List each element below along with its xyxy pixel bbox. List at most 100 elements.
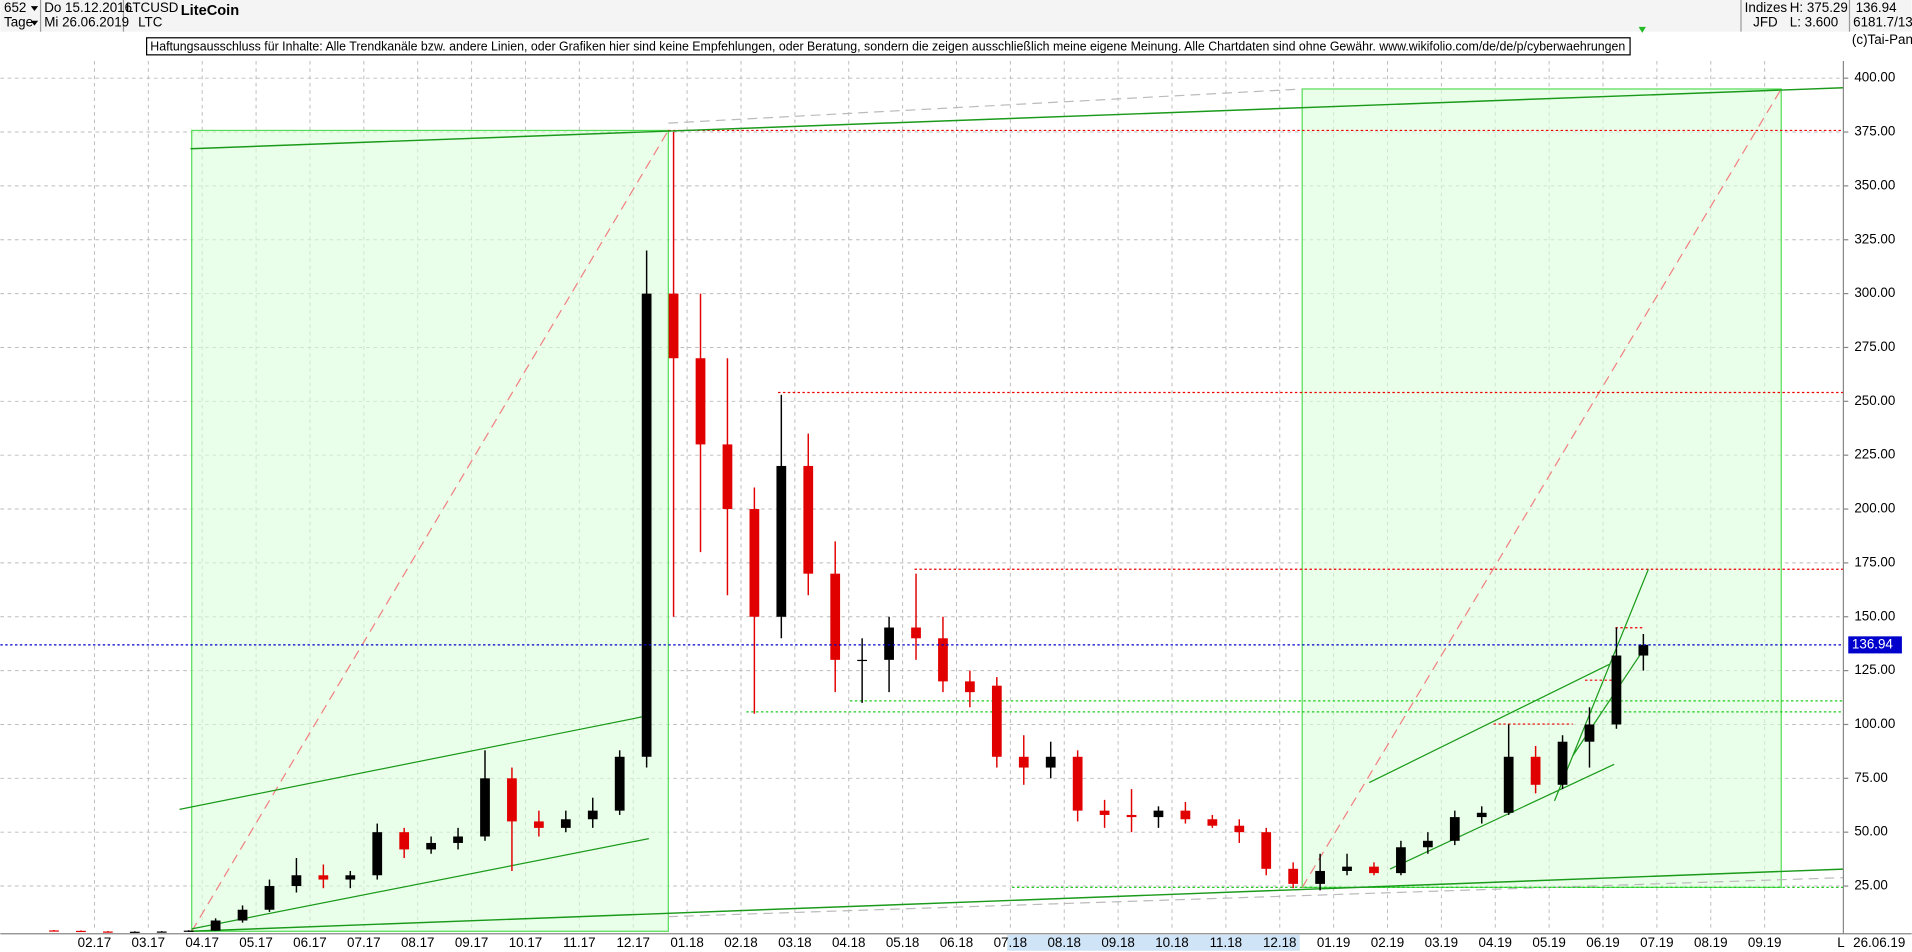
candle-body <box>291 875 302 887</box>
trend-line <box>179 714 649 810</box>
x-tick-label: 09.18 <box>1101 935 1135 950</box>
candle-body <box>237 909 248 921</box>
x-tick-label: 02.17 <box>78 935 112 950</box>
x-tick-label: 03.19 <box>1425 935 1459 950</box>
candle-body <box>1288 868 1299 884</box>
x-tick-label: 07.18 <box>994 935 1028 950</box>
x-tick-label: 05.17 <box>239 935 273 950</box>
x-tick-label: 04.19 <box>1479 935 1513 950</box>
candle-body <box>1207 819 1218 826</box>
candle-body <box>857 659 868 662</box>
candle-body <box>1476 812 1487 818</box>
trend-line <box>191 838 649 930</box>
candle-body <box>1396 847 1406 874</box>
candle-body <box>1422 840 1433 848</box>
candle-body <box>830 573 841 660</box>
candle-body <box>480 778 490 837</box>
candle-body <box>533 821 544 828</box>
x-tick-label: 08.18 <box>1047 935 1081 950</box>
diagonal <box>191 130 669 932</box>
candle-body <box>183 930 194 932</box>
x-tick-label: 05.19 <box>1532 935 1566 950</box>
x-tick-label: 03.18 <box>778 935 812 950</box>
trend-line <box>1553 569 1649 802</box>
y-tick-label: 400.00 <box>1854 70 1895 85</box>
end-date-label: 26.06.19 <box>1853 935 1905 950</box>
candle-body <box>1369 866 1379 874</box>
stats: 6181.7/13 <box>1853 15 1912 30</box>
x-tick-label: 05.18 <box>886 935 920 950</box>
candle-body <box>1315 870 1325 884</box>
candle-body <box>1234 825 1245 833</box>
candle-body <box>156 931 167 933</box>
x-tick-label: 11.18 <box>1210 935 1243 950</box>
y-tick-label: 275.00 <box>1854 339 1895 354</box>
y-tick-label: 250.00 <box>1854 393 1895 408</box>
candle-body <box>803 465 814 574</box>
candle-body <box>1018 756 1029 768</box>
candles <box>0 132 1844 933</box>
dropdown-arrow[interactable] <box>30 6 39 11</box>
x-tick-label: 10.17 <box>509 935 543 950</box>
candle-body <box>1530 756 1541 785</box>
y-tick-label: 25.00 <box>1854 878 1888 893</box>
header-bar <box>0 0 1912 32</box>
y-tick-label: 375.00 <box>1854 124 1895 139</box>
x-tick-label: 01.18 <box>670 935 704 950</box>
last-price-box <box>1848 636 1902 654</box>
marker <box>1638 26 1646 33</box>
trend-line <box>190 868 1844 933</box>
x-tick-label: 11.17 <box>563 935 596 950</box>
candle-body <box>884 627 894 660</box>
y-tick-label: 75.00 <box>1854 770 1888 785</box>
candle-body <box>1153 810 1164 818</box>
y-tick-label: 325.00 <box>1854 231 1895 246</box>
candle-body <box>453 836 463 843</box>
candle-body <box>749 509 760 617</box>
x-tick-label: 12.18 <box>1263 935 1297 950</box>
candle-body <box>1342 866 1352 871</box>
source: JFD <box>1753 15 1778 30</box>
x-tick-label: 08.19 <box>1694 935 1728 950</box>
x-tick-label: 12.17 <box>616 935 650 950</box>
candle-body <box>991 685 1002 757</box>
candle-body <box>399 832 410 850</box>
candle-body <box>1261 832 1272 869</box>
candle-body <box>76 930 86 933</box>
candle-body <box>507 778 517 822</box>
candle-body <box>1449 817 1460 841</box>
y-tick-label: 125.00 <box>1854 662 1895 677</box>
low: L: 3.600 <box>1790 15 1838 30</box>
candle-body <box>965 681 975 693</box>
period[interactable]: 652 <box>4 0 26 15</box>
dropdown-arrow[interactable] <box>30 20 39 26</box>
candle-body <box>345 875 356 880</box>
y-tick-label: 350.00 <box>1854 177 1895 192</box>
candle-body <box>426 842 436 850</box>
candle-body <box>560 819 571 828</box>
candle-body <box>722 444 733 510</box>
candle-body <box>372 832 383 876</box>
x-tick-label: 04.18 <box>832 935 866 950</box>
end-date: Mi 26.06.2019 <box>44 15 129 30</box>
candle-body <box>668 293 679 359</box>
candle-body <box>695 358 706 445</box>
x-tick-label: 09.17 <box>455 935 489 950</box>
candle-body <box>49 930 59 932</box>
x-tick-label: 09.19 <box>1748 935 1782 950</box>
start-date: Do 15.12.2016 <box>44 0 132 15</box>
candle-body <box>1503 756 1514 813</box>
x-tick-label: 02.18 <box>724 935 758 950</box>
x-tick-label: 01.19 <box>1317 935 1351 950</box>
annotations <box>179 87 1844 933</box>
interval[interactable]: Tage <box>4 15 33 30</box>
y-tick-label: 50.00 <box>1854 824 1888 839</box>
candle-body <box>1072 756 1083 811</box>
candle-body <box>1180 810 1191 820</box>
x-tick-label: 07.19 <box>1640 935 1674 950</box>
y-tick-label: 175.00 <box>1854 554 1895 569</box>
y-tick-label: 100.00 <box>1854 716 1895 731</box>
candle-body <box>1126 814 1137 818</box>
